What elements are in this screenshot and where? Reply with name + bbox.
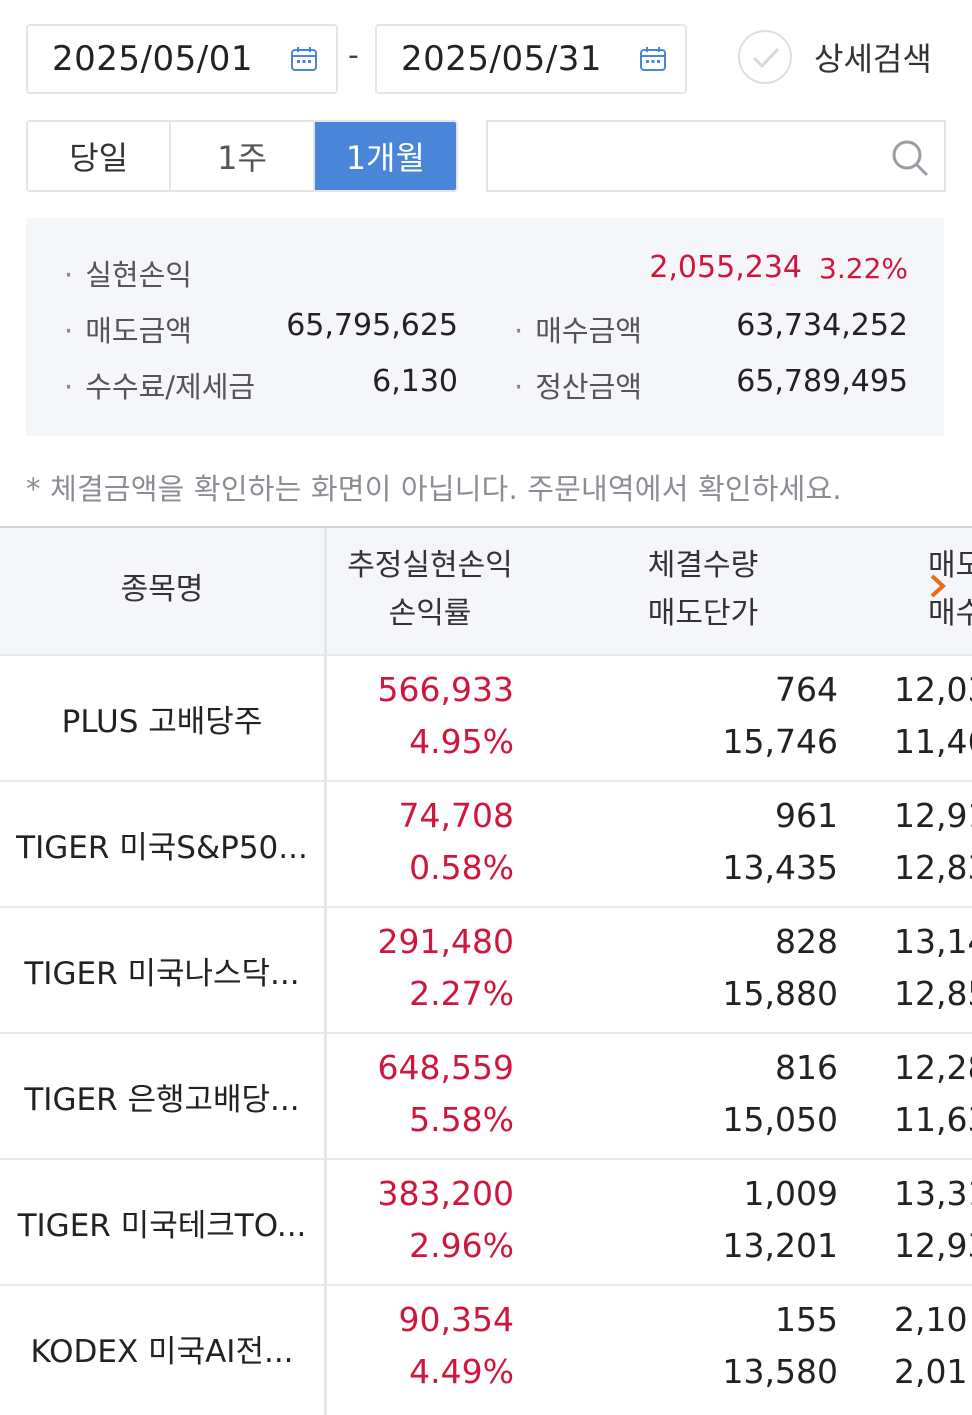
start-date-value: 2025/05/01 [52, 39, 253, 79]
executed-quantity: 816 [775, 1048, 838, 1087]
buy-amount: 12,83 [894, 848, 972, 887]
sell-amount: 12,03 [894, 670, 972, 709]
table-row[interactable]: KODEX 미국AI전... 90,354 4.49% 155 13,580 2,10 2,… [0, 1284, 972, 1410]
search-box [486, 120, 946, 192]
buy-amount: 12,93 [894, 1226, 972, 1265]
header-qty-line1: 체결수량 [647, 548, 759, 583]
detail-search-checkbox[interactable] [738, 30, 792, 84]
check-icon [752, 47, 780, 69]
settlement-value: 65,789,495 [736, 364, 908, 399]
buy-amount: 12,85 [894, 974, 972, 1013]
amount-cell: 13,31 12,93 [894, 1160, 972, 1284]
start-date-field[interactable]: 2025/05/01 [26, 24, 338, 94]
pl-rate: 0.58% [409, 848, 514, 887]
estimated-realized-pl: 648,559 [377, 1048, 514, 1087]
sell-amount: 12,28 [894, 1048, 972, 1087]
table-row[interactable]: TIGER 미국테크TO... 383,200 2.96% 1,009 13,201 13… [0, 1158, 972, 1284]
sell-amount: 13,31 [894, 1174, 972, 1213]
header-pl: 추정실현손익 손익률 [327, 542, 533, 638]
table-row[interactable]: PLUS 고배당주 566,933 4.95% 764 15,746 12,03 11,46 [0, 654, 972, 780]
estimated-realized-pl: 90,354 [398, 1300, 514, 1339]
calendar-icon[interactable] [290, 45, 318, 73]
trade-table: 종목명 추정실현손익 손익률 체결수량 매도단가 매도 매수 PLUS 고배당주… [0, 526, 972, 1415]
pl-rate: 4.49% [409, 1352, 514, 1391]
stock-name: PLUS 고배당주 [0, 656, 324, 780]
buy-amount: 2,01 [894, 1352, 968, 1391]
header-qty: 체결수량 매도단가 [608, 542, 798, 638]
buy-amount: 11,46 [894, 722, 972, 761]
sell-amount: 2,10 [894, 1300, 968, 1339]
notice-text: * 체결금액을 확인하는 화면이 아닙니다. 주문내역에서 확인하세요. [26, 472, 842, 506]
buy-amount-value: 63,734,252 [736, 308, 908, 343]
amount-cell: 2,10 2,01 [894, 1286, 972, 1410]
executed-quantity: 764 [775, 670, 838, 709]
sell-unit-price: 15,746 [722, 722, 838, 761]
amount-cell: 12,91 12,83 [894, 782, 972, 906]
table-row[interactable]: TIGER 은행고배당... 648,559 5.58% 816 15,050 12,28… [0, 1032, 972, 1158]
executed-quantity: 155 [775, 1300, 838, 1339]
pl-rate: 2.96% [409, 1226, 514, 1265]
header-pl-line1: 추정실현손익 [347, 548, 513, 583]
period-tabs: 당일 1주 1개월 [26, 120, 458, 192]
end-date-value: 2025/05/31 [401, 39, 602, 79]
stock-name: KODEX 미국AI전... [0, 1286, 324, 1410]
header-qty-line2: 매도단가 [647, 596, 759, 631]
realized-pl-label: 실현손익 [64, 252, 192, 294]
stock-name: TIGER 은행고배당... [0, 1034, 324, 1158]
executed-quantity: 961 [775, 796, 838, 835]
buy-amount: 11,63 [894, 1100, 972, 1139]
realized-pl-value: 2,055,234 [649, 250, 802, 285]
amount-cell: 12,03 11,46 [894, 656, 972, 780]
tab-today[interactable]: 당일 [28, 122, 172, 190]
table-header: 종목명 추정실현손익 손익률 체결수량 매도단가 매도 매수 [0, 528, 972, 654]
chevron-right-icon[interactable] [928, 572, 948, 600]
fee-tax-label: 수수료/제세금 [64, 364, 255, 406]
search-icon[interactable] [890, 138, 930, 178]
stock-name: TIGER 미국S&P50... [0, 782, 324, 906]
calendar-icon[interactable] [639, 45, 667, 73]
summary-panel: 실현손익 2,055,234 3.22% 매도금액 65,795,625 매수금… [26, 218, 944, 436]
sell-unit-price: 13,580 [722, 1352, 838, 1391]
sell-unit-price: 15,880 [722, 974, 838, 1013]
estimated-realized-pl: 566,933 [377, 670, 514, 709]
date-separator: - [348, 38, 359, 73]
column-divider [324, 528, 327, 1415]
detail-search-label[interactable]: 상세검색 [814, 40, 932, 78]
sell-amount-value: 65,795,625 [286, 308, 458, 343]
pl-rate: 5.58% [409, 1100, 514, 1139]
pl-rate: 2.27% [409, 974, 514, 1013]
estimated-realized-pl: 74,708 [398, 796, 514, 835]
search-input[interactable] [504, 122, 884, 188]
estimated-realized-pl: 383,200 [377, 1174, 514, 1213]
header-name: 종목명 [120, 572, 204, 607]
table-row[interactable]: TIGER 미국나스닥... 291,480 2.27% 828 15,880 13,14… [0, 906, 972, 1032]
sell-unit-price: 13,435 [722, 848, 838, 887]
stock-name: TIGER 미국테크TO... [0, 1160, 324, 1284]
header-amt-line2: 매수 [928, 596, 972, 631]
tab-1-week[interactable]: 1주 [171, 122, 315, 190]
sell-amount: 13,14 [894, 922, 972, 961]
sell-unit-price: 13,201 [722, 1226, 838, 1265]
table-row[interactable]: TIGER 미국S&P50... 74,708 0.58% 961 13,435 12,9… [0, 780, 972, 906]
settlement-label: 정산금액 [514, 364, 642, 406]
buy-amount-label: 매수금액 [514, 308, 642, 350]
header-amt: 매도 매수 [928, 542, 972, 652]
fee-tax-value: 6,130 [372, 364, 458, 399]
header-pl-line2: 손익률 [388, 596, 472, 631]
amount-cell: 13,14 12,85 [894, 908, 972, 1032]
executed-quantity: 1,009 [743, 1174, 838, 1213]
tab-1-month[interactable]: 1개월 [314, 122, 456, 190]
amount-cell: 12,28 11,63 [894, 1034, 972, 1158]
end-date-field[interactable]: 2025/05/31 [375, 24, 687, 94]
sell-unit-price: 15,050 [722, 1100, 838, 1139]
stock-name: TIGER 미국나스닥... [0, 908, 324, 1032]
executed-quantity: 828 [775, 922, 838, 961]
sell-amount: 12,91 [894, 796, 972, 835]
realized-pl-rate: 3.22% [819, 252, 908, 285]
pl-rate: 4.95% [409, 722, 514, 761]
sell-amount-label: 매도금액 [64, 308, 192, 350]
estimated-realized-pl: 291,480 [377, 922, 514, 961]
